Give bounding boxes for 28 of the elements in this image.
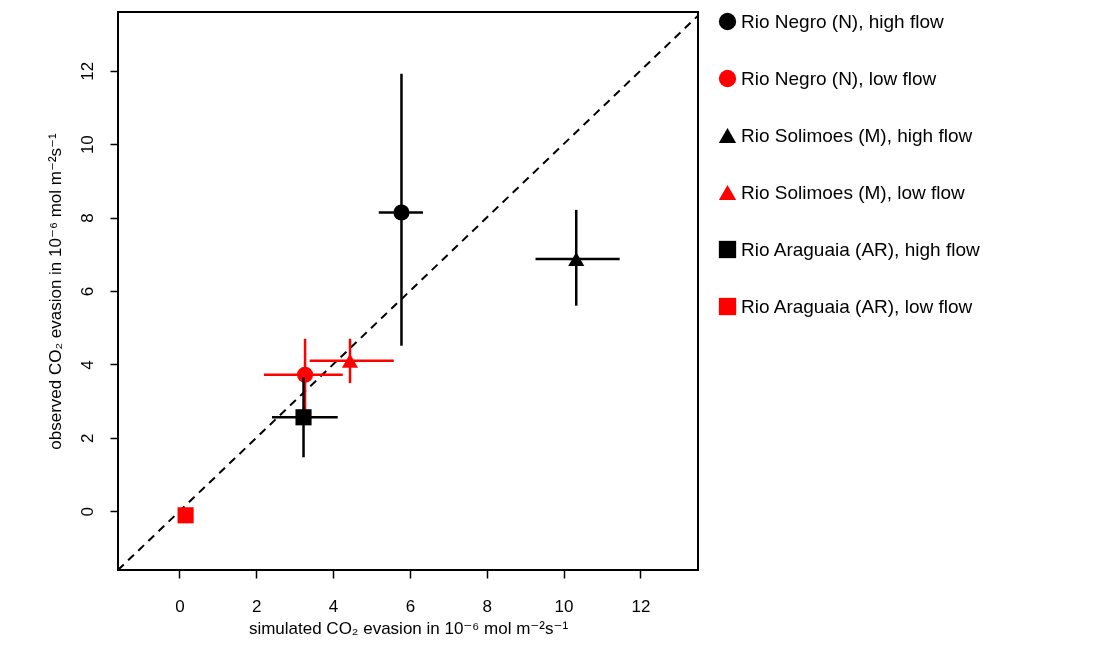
legend-label: Rio Negro (N), high flow (741, 10, 945, 32)
legend-label: Rio Araguaia (AR), high flow (741, 238, 980, 260)
y-axis-title: observed CO₂ evasion in 10⁻⁶ mol m⁻²s⁻¹ (45, 132, 65, 450)
x-tick-label: 6 (405, 596, 416, 616)
x-tick-label: 4 (328, 596, 339, 616)
y-tick-label: 6 (77, 286, 97, 297)
x-axis-title: simulated CO₂ evasion in 10⁻⁶ mol m⁻²s⁻¹ (248, 618, 569, 638)
point (341, 353, 359, 368)
point (568, 252, 585, 267)
point (177, 507, 194, 524)
x-tick-label: 12 (631, 596, 651, 616)
point (295, 409, 312, 426)
y-tick-label: 2 (77, 433, 97, 444)
point (393, 204, 410, 221)
legend-label: Rio Negro (N), low flow (741, 67, 937, 89)
legend-label: Rio Solimoes (M), low flow (741, 181, 966, 203)
legend-label: Rio Araguaia (AR), low flow (741, 295, 973, 317)
point (297, 366, 314, 383)
y-tick-label: 12 (77, 61, 97, 81)
y-tick-label: 4 (77, 360, 97, 370)
x-tick-label: 2 (252, 596, 262, 616)
y-tick-label: 8 (77, 213, 97, 223)
legend-label: Rio Solimoes (M), high flow (741, 124, 973, 146)
x-tick-label: 10 (554, 596, 574, 616)
y-tick-label: 0 (77, 507, 97, 517)
x-tick-label: 0 (175, 596, 185, 616)
y-tick-label: 10 (77, 135, 97, 155)
x-tick-label: 8 (482, 596, 492, 616)
